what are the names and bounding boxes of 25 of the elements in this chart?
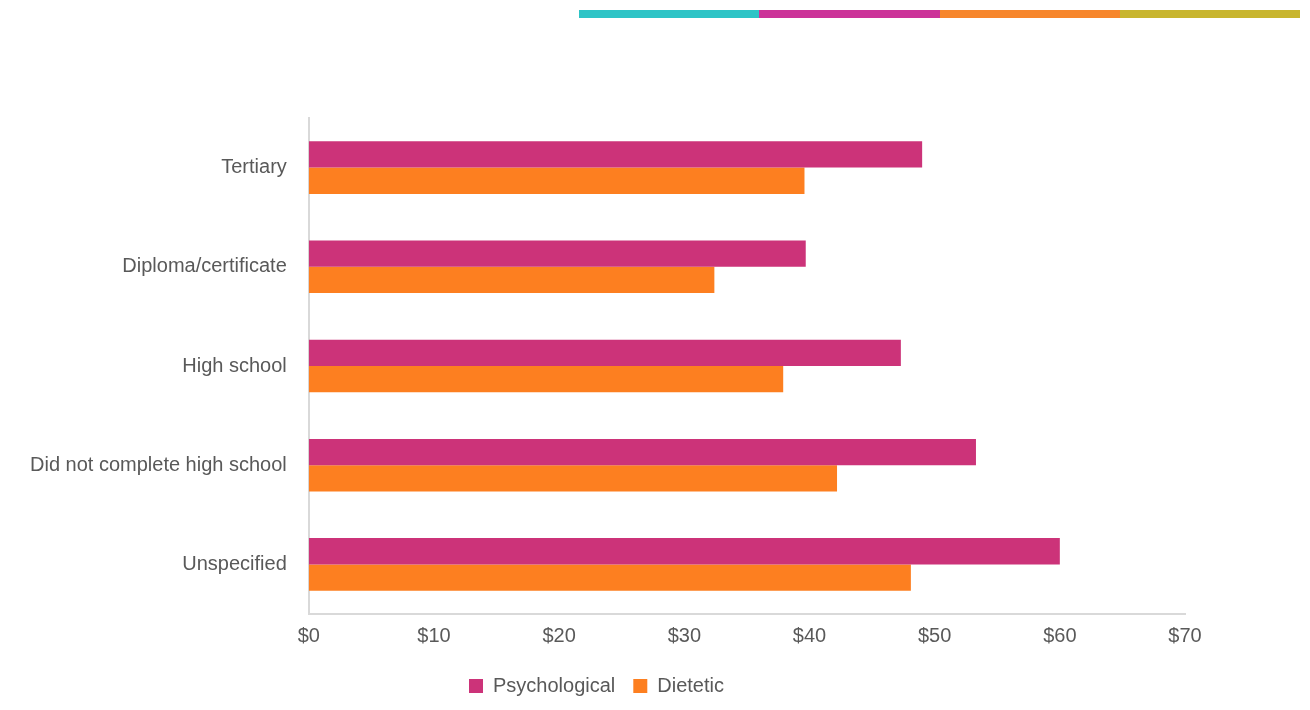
legend-label: Psychological <box>493 673 616 696</box>
y-tick-label: Did not complete high school <box>29 452 287 475</box>
y-tick-label: Diploma/certificate <box>122 254 287 277</box>
x-tick-label: $50 <box>917 623 952 646</box>
bar <box>308 167 805 194</box>
bar <box>308 538 1060 565</box>
bar <box>308 438 976 466</box>
x-tick-label: $70 <box>1168 623 1202 646</box>
bar <box>308 141 923 168</box>
y-tick-label: Unspecified <box>182 551 287 574</box>
x-tick-label: $20 <box>542 623 576 646</box>
bar <box>308 564 911 591</box>
bar <box>308 465 838 492</box>
legend-label: Dietetic <box>657 673 724 696</box>
y-tick-label: High school <box>182 353 287 376</box>
bar <box>308 339 901 366</box>
x-tick-label: $30 <box>667 623 702 646</box>
x-tick-label: $40 <box>792 623 827 646</box>
x-tick-label: $10 <box>417 623 451 646</box>
y-tick-label: Tertiary <box>221 155 287 178</box>
x-tick-label: $0 <box>297 623 320 646</box>
x-tick-label: $60 <box>1043 623 1077 646</box>
bar <box>308 240 806 267</box>
bar <box>308 266 715 294</box>
bar <box>308 366 784 393</box>
